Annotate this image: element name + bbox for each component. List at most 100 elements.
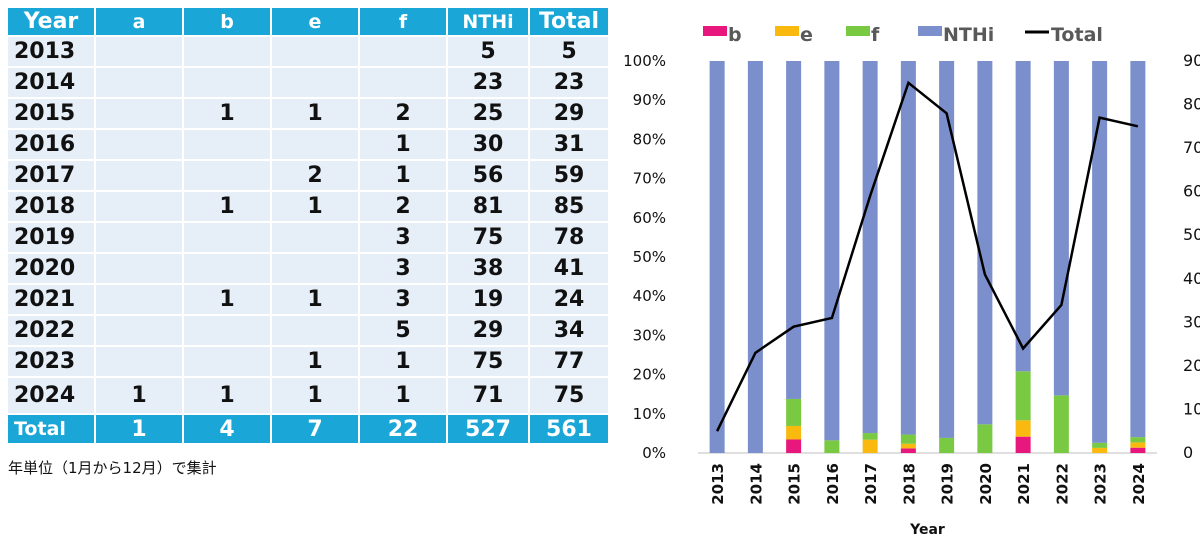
cell-nthi: 38 [448, 254, 530, 285]
cell-f: 3 [360, 254, 448, 285]
y-right-tick-label: 0 [1183, 443, 1193, 462]
bar-segment-e [1130, 442, 1146, 448]
y-left-tick-label: 90% [633, 91, 666, 109]
cell-nthi: 527 [448, 415, 530, 445]
bar-segment-e [900, 443, 916, 449]
bar-segment-nthi [939, 61, 955, 438]
bar-segment-f [824, 440, 840, 453]
cell-f: 2 [360, 99, 448, 130]
x-tick-label: 2016 [824, 463, 842, 505]
cell-nthi: 23 [448, 68, 530, 99]
y-left-tick-label: 50% [633, 248, 666, 266]
table-row: 2014 23 23 [8, 68, 610, 99]
cell-a [96, 130, 184, 161]
bar-segment-f [862, 433, 878, 440]
bar-segment-f [1092, 442, 1108, 448]
x-tick-label: 2022 [1053, 463, 1071, 505]
y-left-tick-label: 70% [633, 170, 666, 188]
y-left-tick-label: 100% [623, 52, 666, 70]
y-right-tick-label: 90 [1183, 51, 1200, 70]
cell-year: 2021 [8, 285, 96, 316]
cell-a [96, 316, 184, 347]
header-a: a [96, 8, 184, 37]
table-body: 2013 5 5 2014 23 23 2015 1 1 2 25 29 2016 1 30 31 2017 2 1… [8, 37, 610, 445]
y-right-tick-label: 80 [1183, 95, 1200, 114]
cell-nthi: 5 [448, 37, 530, 68]
cell-b: 1 [184, 285, 272, 316]
cell-year: 2017 [8, 161, 96, 192]
bar-segment-e [1015, 420, 1031, 437]
cell-b [184, 316, 272, 347]
x-tick-label: 2013 [709, 463, 727, 505]
bar-segment-nthi [862, 61, 878, 434]
y-left-tick-label: 30% [633, 326, 666, 344]
bar-segment-b [1130, 447, 1146, 453]
cell-b [184, 37, 272, 68]
cell-b [184, 223, 272, 254]
bar-segment-nthi [747, 61, 763, 453]
cell-e: 1 [272, 192, 360, 223]
cell-year: 2023 [8, 347, 96, 378]
legend-swatch-f [846, 26, 870, 36]
cell-a [96, 192, 184, 223]
x-tick-label: 2020 [977, 463, 995, 505]
cell-total: 59 [530, 161, 610, 192]
x-tick-label: 2019 [939, 463, 957, 505]
cell-total: 85 [530, 192, 610, 223]
bar-segment-nthi [824, 61, 840, 441]
cell-f: 1 [360, 347, 448, 378]
table-header-row: Year a b e f NTHi Total [8, 8, 610, 37]
cell-total: 34 [530, 316, 610, 347]
cell-total: 23 [530, 68, 610, 99]
cell-b [184, 68, 272, 99]
bar-segment-b [786, 439, 802, 453]
table-row: 2021 1 1 3 19 24 [8, 285, 610, 316]
table-row: 2016 1 30 31 [8, 130, 610, 161]
cell-b [184, 347, 272, 378]
cell-a: 1 [96, 415, 184, 445]
table-total-row: Total 1 4 7 22 527 561 [8, 415, 610, 445]
bar-segment-e [786, 425, 802, 440]
cell-total: 24 [530, 285, 610, 316]
case-count-table: Year a b e f NTHi Total 2013 5 5 2014 23 23 20… [8, 8, 610, 445]
table-row: 2023 1 1 75 77 [8, 347, 610, 378]
y-right-tick-label: 10 [1183, 399, 1200, 418]
cell-f: 1 [360, 130, 448, 161]
cell-a [96, 254, 184, 285]
cell-b: 1 [184, 378, 272, 415]
legend-label-total: Total [1051, 24, 1103, 46]
cell-f: 3 [360, 285, 448, 316]
legend-swatch-e [775, 26, 799, 36]
cell-f: 5 [360, 316, 448, 347]
cell-nthi: 81 [448, 192, 530, 223]
bar-segment-b [900, 448, 916, 453]
cell-nthi: 30 [448, 130, 530, 161]
cell-f: 22 [360, 415, 448, 445]
table-row: 2015 1 1 2 25 29 [8, 99, 610, 130]
cell-e: 1 [272, 99, 360, 130]
header-e: e [272, 8, 360, 37]
y-right-tick-label: 70 [1183, 138, 1200, 157]
cell-e [272, 316, 360, 347]
cell-nthi: 71 [448, 378, 530, 415]
y-right-tick-label: 50 [1183, 225, 1200, 244]
cell-year: 2016 [8, 130, 96, 161]
cell-a [96, 37, 184, 68]
bar-segment-f [1015, 371, 1031, 421]
cell-year: Total [8, 415, 96, 445]
header-f: f [360, 8, 448, 37]
total-line [715, 80, 1139, 432]
bar-segment-nthi [1130, 61, 1146, 438]
bar-segment-f [900, 434, 916, 444]
cell-nthi: 75 [448, 347, 530, 378]
x-axis-title: Year [909, 522, 945, 538]
cell-b: 1 [184, 192, 272, 223]
y-right-tick-label: 40 [1183, 269, 1200, 288]
table-row: 2020 3 38 41 [8, 254, 610, 285]
legend-swatch-nthi [918, 26, 942, 36]
cell-year: 2019 [8, 223, 96, 254]
x-tick-label: 2018 [900, 463, 918, 505]
cell-nthi: 29 [448, 316, 530, 347]
cell-nthi: 25 [448, 99, 530, 130]
cell-total: 5 [530, 37, 610, 68]
